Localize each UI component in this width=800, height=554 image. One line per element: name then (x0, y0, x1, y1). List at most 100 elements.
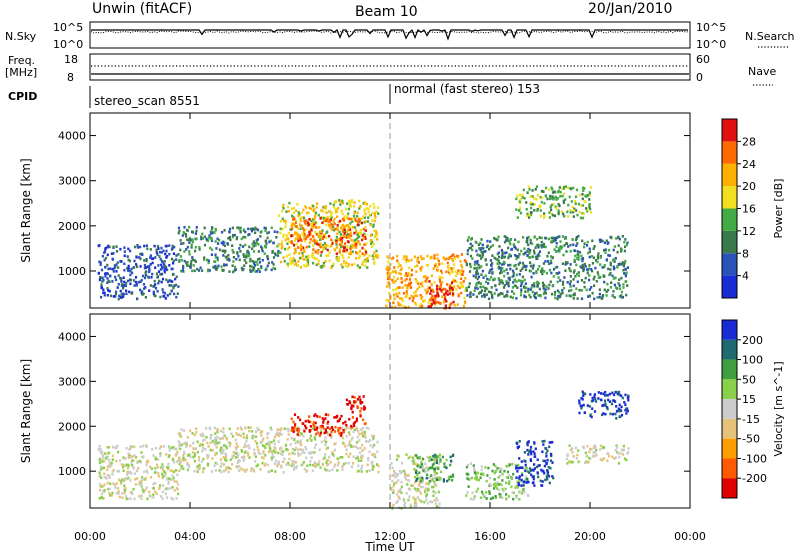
velocity-echo-cell (432, 454, 435, 458)
power-echo-cell (516, 286, 519, 289)
power-echo-cell (323, 265, 326, 268)
power-echo-cell (302, 227, 305, 230)
power-echo-cell (420, 297, 423, 300)
power-echo-cell (555, 250, 558, 253)
power-echo-cell (110, 252, 113, 255)
velocity-echo-cell (329, 460, 332, 464)
power-echo-cell (247, 251, 250, 254)
power-echo-cell (106, 263, 109, 267)
power-echo-cell (413, 255, 416, 259)
power-echo-cell (480, 273, 483, 276)
power-echo-cell (386, 255, 389, 258)
velocity-echo-cell (342, 421, 345, 425)
power-echo-cell (552, 239, 555, 242)
power-echo-cell (354, 229, 358, 232)
power-echo-cell (232, 256, 235, 259)
power-echo-cell (369, 239, 372, 242)
power-echo-cell (572, 278, 575, 281)
power-echo-cell (182, 231, 185, 234)
power-echo-cell (553, 214, 557, 218)
power-echo-cell (187, 238, 190, 242)
velocity-echo-cell (586, 404, 589, 407)
power-echo-cell (177, 253, 180, 256)
power-echo-cell (182, 264, 185, 268)
power-echo-cell (144, 286, 147, 289)
velocity-echo-cell (420, 485, 423, 489)
power-echo-cell (309, 238, 312, 241)
power-echo-cell (497, 235, 500, 239)
power-echo-cell (478, 266, 481, 270)
velocity-echo-cell (261, 439, 264, 442)
power-echo-cell (485, 263, 488, 266)
velocity-echo-cell (242, 459, 245, 462)
velocity-echo-cell (439, 458, 442, 462)
velocity-echo-cell (590, 399, 593, 403)
power-echo-cell (160, 246, 163, 250)
power-echo-cell (529, 241, 532, 245)
velocity-echo-cell (293, 425, 296, 428)
power-echo-cell (189, 239, 192, 242)
velocity-echo-cell (99, 485, 102, 488)
velocity-echo-cell (159, 484, 162, 487)
power-echo-cell (558, 246, 561, 250)
power-echo-cell (338, 251, 341, 254)
power-echo-cell (612, 277, 615, 280)
power-echo-cell (154, 294, 157, 298)
power-echo-cell (566, 261, 569, 264)
velocity-echo-cell (620, 413, 624, 417)
power-echo-cell (422, 257, 425, 260)
power-echo-cell (609, 261, 612, 265)
power-echo-cell (119, 296, 122, 299)
velocity-echo-cell (245, 436, 248, 440)
power-echo-cell (542, 270, 546, 273)
power-echo-cell (565, 294, 568, 297)
power-echo-cell (361, 246, 364, 250)
power-echo-cell (308, 241, 312, 244)
power-echo-cell (279, 227, 282, 231)
velocity-echo-cell (578, 411, 581, 415)
power-echo-cell (506, 295, 509, 298)
velocity-echo-cell (291, 447, 294, 451)
power-echo-cell (573, 260, 576, 263)
power-echo-cell (451, 288, 454, 291)
velocity-echo-cell (417, 487, 420, 491)
power-echo-cell (544, 245, 547, 249)
power-echo-cell (281, 240, 284, 243)
velocity-echo-cell (581, 398, 584, 401)
velocity-echo-cell (438, 478, 441, 481)
velocity-echo-cell (213, 426, 216, 430)
velocity-echo-cell (608, 392, 611, 396)
velocity-echo-cell (202, 467, 205, 470)
velocity-echo-cell (593, 444, 597, 448)
power-echo-cell (484, 274, 487, 278)
power-echo-cell (335, 246, 338, 249)
power-echo-cell (280, 219, 283, 223)
power-echo-cell (583, 242, 586, 245)
power-echo-cell (330, 238, 333, 242)
power-echo-cell (374, 234, 377, 237)
power-echo-cell (323, 206, 326, 209)
velocity-echo-cell (488, 484, 491, 487)
power-echo-cell (520, 288, 523, 291)
velocity-echo-cell (334, 426, 337, 429)
power-echo-cell (533, 203, 536, 206)
power-echo-cell (221, 268, 224, 272)
power-echo-cell (106, 253, 109, 257)
velocity-echo-cell (132, 487, 135, 491)
velocity-echo-cell (325, 461, 328, 464)
power-echo-cell (557, 235, 560, 239)
velocity-echo-cell (194, 447, 197, 450)
power-echo-cell (276, 244, 279, 248)
power-echo-cell (243, 255, 246, 258)
power-echo-cell (367, 210, 370, 214)
power-echo-cell (540, 236, 543, 240)
velocity-echo-cell (533, 484, 536, 487)
velocity-echo-cell (369, 444, 372, 447)
velocity-echo-cell (185, 443, 188, 446)
power-echo-cell (405, 260, 408, 264)
velocity-echo-cell (292, 420, 295, 424)
power-echo-cell (298, 236, 302, 239)
power-echo-cell (180, 242, 183, 245)
velocity-echo-cell (479, 496, 482, 499)
velocity-echo-cell (188, 465, 191, 468)
